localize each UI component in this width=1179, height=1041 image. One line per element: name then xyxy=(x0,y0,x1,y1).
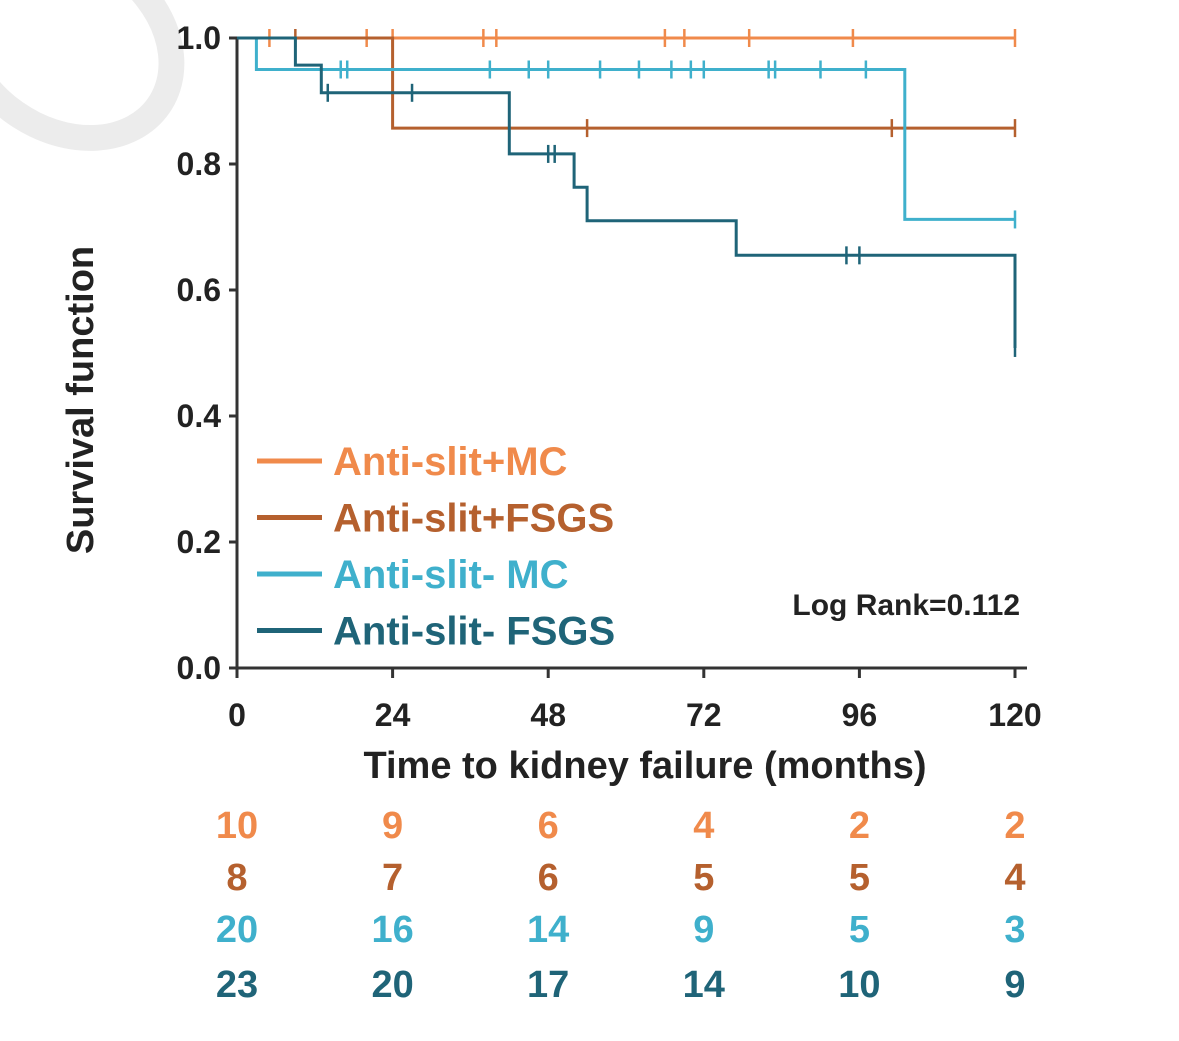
y-tick-label: 0.4 xyxy=(177,398,222,434)
risk-row: 8 7 6 5 5 4 xyxy=(226,857,1025,899)
y-tick-label: 0.2 xyxy=(177,524,221,560)
risk-count: 5 xyxy=(693,857,714,899)
y-tick-label: 0.8 xyxy=(177,146,221,182)
legend-label: Anti-slit- MC xyxy=(333,553,569,597)
log-rank-annotation: Log Rank=0.112 xyxy=(792,589,1020,622)
risk-count: 6 xyxy=(538,805,559,847)
y-axis-title: Survival function xyxy=(60,246,102,554)
legend-item: Anti-slit- MC xyxy=(257,553,569,597)
risk-count: 9 xyxy=(693,909,714,951)
risk-count: 14 xyxy=(527,909,569,951)
series-line xyxy=(237,36,1015,130)
risk-row: 10 9 6 4 2 2 xyxy=(216,805,1026,847)
legend-item: Anti-slit- FSGS xyxy=(257,610,615,654)
axes: 0.0 0.2 0.4 0.6 0.8 1.0 0 24 48 72 96 120 xyxy=(177,20,1042,733)
risk-count: 2 xyxy=(1004,805,1025,847)
risk-count: 20 xyxy=(371,964,413,1006)
series-layer xyxy=(237,29,1017,357)
x-tick-label: 0 xyxy=(228,697,246,733)
risk-count: 9 xyxy=(1004,964,1025,1006)
risk-count: 10 xyxy=(838,964,880,1006)
legend-label: Anti-slit- FSGS xyxy=(333,610,615,654)
y-tick-label: 1.0 xyxy=(177,20,221,56)
legend-item: Anti-slit+FSGS xyxy=(257,497,614,541)
x-tick-label: 48 xyxy=(530,697,566,733)
series-2 xyxy=(237,29,1017,138)
risk-row: 20 16 14 9 5 3 xyxy=(216,909,1026,951)
risk-row: 23 20 17 14 10 9 xyxy=(216,964,1026,1006)
risk-count: 2 xyxy=(849,805,870,847)
series-3 xyxy=(237,36,1017,229)
risk-table: 10 9 6 4 2 2 8 7 6 5 5 4 20 16 14 9 5 3 23 20 17 14 10 9 xyxy=(216,805,1026,1006)
risk-count: 5 xyxy=(849,909,870,951)
x-axis-title: Time to kidney failure (months) xyxy=(363,745,926,787)
risk-count: 14 xyxy=(683,964,725,1006)
risk-count: 4 xyxy=(1004,857,1025,899)
x-tick-label: 72 xyxy=(686,697,722,733)
legend: Anti-slit+MC Anti-slit+FSGS Anti-slit- MC A… xyxy=(257,440,615,654)
x-tick-label: 96 xyxy=(842,697,878,733)
risk-count: 7 xyxy=(382,857,403,899)
risk-count: 3 xyxy=(1004,909,1025,951)
series-line xyxy=(237,36,1017,348)
risk-count: 16 xyxy=(371,909,413,951)
risk-count: 6 xyxy=(538,857,559,899)
risk-count: 10 xyxy=(216,805,258,847)
risk-count: 9 xyxy=(382,805,403,847)
risk-count: 5 xyxy=(849,857,870,899)
risk-count: 20 xyxy=(216,909,258,951)
y-tick-label: 0.0 xyxy=(177,650,221,686)
risk-count: 23 xyxy=(216,964,258,1006)
legend-label: Anti-slit+FSGS xyxy=(333,497,614,541)
x-tick-label: 24 xyxy=(375,697,411,733)
x-tick-label: 120 xyxy=(988,697,1041,733)
risk-count: 8 xyxy=(226,857,247,899)
series-4 xyxy=(237,36,1017,357)
y-tick-label: 0.6 xyxy=(177,272,221,308)
risk-count: 17 xyxy=(527,964,569,1006)
legend-item: Anti-slit+MC xyxy=(257,440,567,484)
risk-count: 4 xyxy=(693,805,714,847)
legend-label: Anti-slit+MC xyxy=(333,440,567,484)
